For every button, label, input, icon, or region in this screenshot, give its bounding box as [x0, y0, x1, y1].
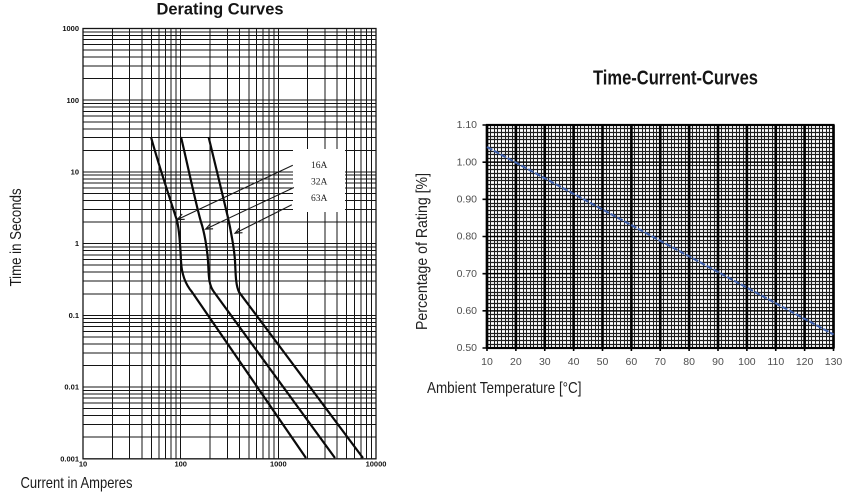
svg-text:0.90: 0.90: [457, 194, 478, 206]
svg-text:1: 1: [75, 239, 79, 248]
svg-text:0.50: 0.50: [457, 342, 478, 354]
svg-text:100: 100: [738, 356, 756, 368]
svg-text:0.70: 0.70: [457, 268, 478, 280]
svg-text:Ambient Temperature [°C]: Ambient Temperature [°C]: [427, 380, 582, 397]
svg-text:Percentage of Rating [%]: Percentage of Rating [%]: [414, 173, 431, 330]
svg-text:50: 50: [597, 356, 609, 368]
svg-text:0.80: 0.80: [457, 231, 478, 243]
svg-text:Time-Current-Curves: Time-Current-Curves: [593, 67, 758, 90]
svg-text:10: 10: [481, 356, 493, 368]
svg-text:Derating Curves: Derating Curves: [157, 0, 284, 18]
svg-text:0.01: 0.01: [64, 383, 79, 392]
svg-text:10: 10: [71, 168, 79, 177]
svg-text:1.10: 1.10: [457, 119, 478, 131]
svg-text:60: 60: [626, 356, 638, 368]
svg-text:30: 30: [539, 356, 551, 368]
svg-text:90: 90: [712, 356, 724, 368]
svg-text:10: 10: [79, 460, 87, 469]
svg-text:63A: 63A: [311, 194, 328, 204]
svg-text:120: 120: [796, 356, 814, 368]
svg-text:1000: 1000: [62, 24, 79, 33]
svg-text:Current in Amperes: Current in Amperes: [21, 475, 133, 492]
svg-text:Time in Seconds: Time in Seconds: [8, 188, 25, 286]
svg-text:0.1: 0.1: [69, 311, 79, 320]
svg-text:1000: 1000: [270, 460, 287, 469]
svg-text:110: 110: [767, 356, 784, 368]
svg-text:0.60: 0.60: [457, 305, 478, 317]
svg-text:80: 80: [683, 356, 695, 368]
svg-text:40: 40: [568, 356, 580, 368]
svg-text:16A: 16A: [311, 161, 328, 171]
svg-text:100: 100: [66, 96, 79, 105]
svg-text:0.001: 0.001: [60, 454, 79, 463]
svg-text:10000: 10000: [366, 460, 387, 469]
svg-text:70: 70: [654, 356, 666, 368]
svg-text:100: 100: [174, 460, 187, 469]
svg-text:32A: 32A: [311, 178, 328, 188]
svg-text:20: 20: [510, 356, 522, 368]
svg-text:130: 130: [825, 356, 842, 368]
svg-text:1.00: 1.00: [457, 156, 478, 168]
